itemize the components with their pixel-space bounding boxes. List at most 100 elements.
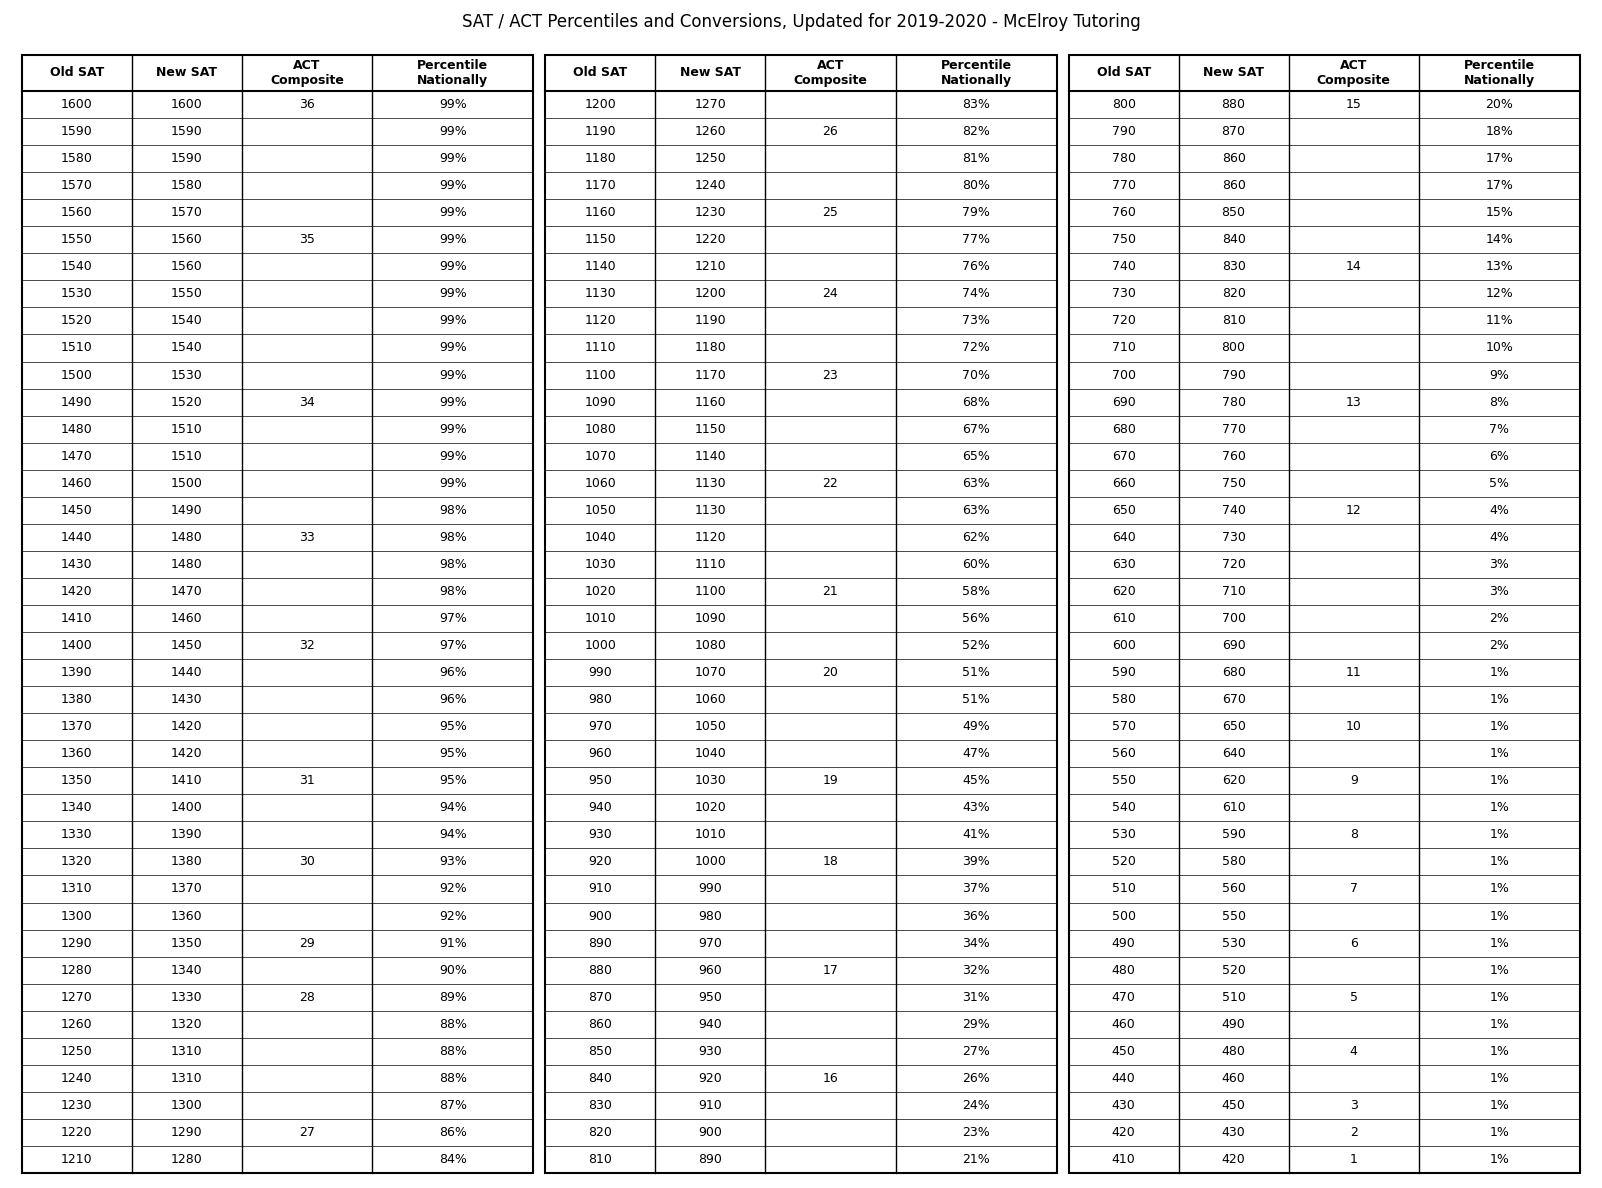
Text: 670: 670 — [1112, 450, 1136, 462]
Text: 34%: 34% — [963, 936, 990, 949]
Text: 87%: 87% — [439, 1099, 466, 1112]
Text: 610: 610 — [1222, 802, 1245, 814]
Text: 13: 13 — [1346, 396, 1362, 409]
Text: 940: 940 — [698, 1018, 723, 1031]
Text: 740: 740 — [1222, 504, 1245, 517]
Text: 9: 9 — [1350, 775, 1357, 788]
Text: 1%: 1% — [1490, 1018, 1509, 1031]
Text: 750: 750 — [1222, 476, 1246, 489]
Text: 590: 590 — [1222, 828, 1245, 841]
Text: 1190: 1190 — [585, 125, 617, 138]
Text: 760: 760 — [1222, 450, 1245, 462]
Text: 480: 480 — [1222, 1044, 1245, 1057]
Text: 1590: 1590 — [61, 125, 93, 138]
Text: 640: 640 — [1222, 747, 1245, 760]
Text: 1310: 1310 — [171, 1072, 203, 1085]
Text: 1%: 1% — [1490, 720, 1509, 733]
Text: 550: 550 — [1112, 775, 1136, 788]
Text: 1270: 1270 — [694, 99, 726, 110]
Text: 99%: 99% — [439, 476, 466, 489]
Text: 500: 500 — [1112, 910, 1136, 923]
Text: 67%: 67% — [963, 423, 990, 436]
Text: 1480: 1480 — [171, 531, 203, 544]
Text: 17%: 17% — [1485, 179, 1514, 192]
Text: 1%: 1% — [1490, 936, 1509, 949]
Text: 32: 32 — [300, 639, 316, 652]
Text: 21%: 21% — [963, 1154, 990, 1165]
Text: 1290: 1290 — [61, 936, 93, 949]
Text: 1240: 1240 — [61, 1072, 93, 1085]
Text: 11: 11 — [1346, 666, 1362, 680]
Text: 2%: 2% — [1490, 612, 1509, 625]
Text: 1320: 1320 — [61, 855, 93, 868]
Text: 22: 22 — [822, 476, 838, 489]
Text: 1140: 1140 — [585, 260, 617, 273]
Text: 1430: 1430 — [61, 558, 93, 571]
Text: 770: 770 — [1222, 423, 1246, 436]
Text: 94%: 94% — [439, 828, 466, 841]
Text: 1570: 1570 — [171, 207, 203, 220]
Text: 1540: 1540 — [171, 315, 203, 328]
Text: 850: 850 — [1222, 207, 1246, 220]
Text: 49%: 49% — [963, 720, 990, 733]
Text: 610: 610 — [1112, 612, 1136, 625]
Text: 1180: 1180 — [694, 341, 726, 354]
Text: 4%: 4% — [1490, 504, 1509, 517]
Text: 810: 810 — [588, 1154, 612, 1165]
Text: 1220: 1220 — [61, 1126, 93, 1139]
Text: 84%: 84% — [439, 1154, 466, 1165]
Text: 3: 3 — [1350, 1099, 1357, 1112]
Text: 910: 910 — [698, 1099, 723, 1112]
Text: 1080: 1080 — [585, 423, 617, 436]
Text: Old SAT: Old SAT — [574, 67, 628, 80]
Text: 1300: 1300 — [171, 1099, 203, 1112]
Text: 1%: 1% — [1490, 1154, 1509, 1165]
Text: 730: 730 — [1222, 531, 1245, 544]
Text: 9%: 9% — [1490, 368, 1509, 381]
Text: 1%: 1% — [1490, 855, 1509, 868]
Text: 710: 710 — [1112, 341, 1136, 354]
Text: New SAT: New SAT — [1203, 67, 1264, 80]
Text: 1490: 1490 — [61, 396, 93, 409]
Text: 24%: 24% — [963, 1099, 990, 1112]
Text: 770: 770 — [1112, 179, 1136, 192]
Text: 3%: 3% — [1490, 558, 1509, 571]
Text: 1310: 1310 — [61, 883, 93, 896]
Text: 1320: 1320 — [171, 1018, 203, 1031]
Text: 70%: 70% — [963, 368, 990, 381]
Text: 31%: 31% — [963, 991, 990, 1004]
Text: 530: 530 — [1112, 828, 1136, 841]
Text: 10%: 10% — [1485, 341, 1514, 354]
Text: 1490: 1490 — [171, 504, 203, 517]
Text: 63%: 63% — [963, 476, 990, 489]
Text: New SAT: New SAT — [679, 67, 740, 80]
Text: 51%: 51% — [963, 666, 990, 680]
Text: 1560: 1560 — [171, 260, 203, 273]
Text: 39%: 39% — [963, 855, 990, 868]
Text: 1470: 1470 — [61, 450, 93, 462]
Text: 620: 620 — [1112, 584, 1136, 598]
Text: 1440: 1440 — [61, 531, 93, 544]
Text: 1%: 1% — [1490, 802, 1509, 814]
Text: 1550: 1550 — [61, 233, 93, 246]
Text: 1510: 1510 — [171, 423, 203, 436]
Text: 88%: 88% — [439, 1018, 466, 1031]
Text: 98%: 98% — [439, 504, 466, 517]
Text: 510: 510 — [1222, 991, 1245, 1004]
Text: 1060: 1060 — [694, 693, 726, 706]
Text: 580: 580 — [1222, 855, 1246, 868]
Text: 1500: 1500 — [171, 476, 203, 489]
Text: 4%: 4% — [1490, 531, 1509, 544]
Text: 860: 860 — [1222, 179, 1245, 192]
Text: 1550: 1550 — [171, 287, 203, 301]
Text: 19: 19 — [822, 775, 838, 788]
Text: 1%: 1% — [1490, 963, 1509, 977]
Text: 12: 12 — [1346, 504, 1362, 517]
Text: 1370: 1370 — [171, 883, 203, 896]
Text: 960: 960 — [698, 963, 723, 977]
Text: 700: 700 — [1222, 612, 1246, 625]
Text: 970: 970 — [698, 936, 723, 949]
Text: 1100: 1100 — [585, 368, 617, 381]
Text: 81%: 81% — [963, 152, 990, 165]
Text: 1160: 1160 — [585, 207, 617, 220]
